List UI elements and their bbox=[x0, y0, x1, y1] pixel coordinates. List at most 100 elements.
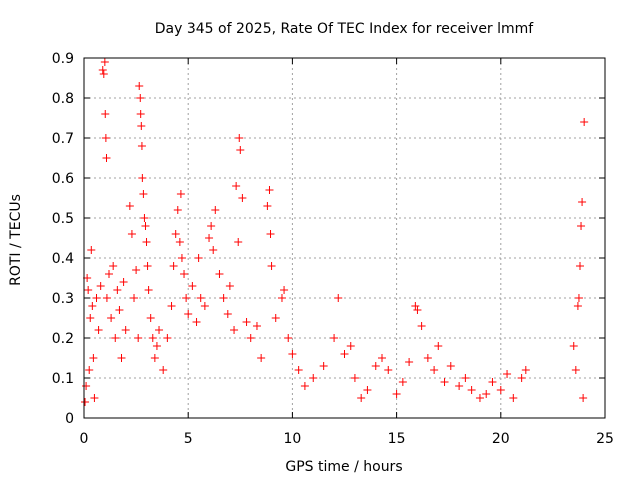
data-point bbox=[200, 302, 209, 310]
y-tick-label: 0.5 bbox=[52, 211, 74, 227]
data-point bbox=[98, 66, 107, 74]
data-point bbox=[211, 206, 220, 214]
data-point bbox=[284, 334, 293, 342]
data-point bbox=[188, 282, 197, 290]
data-point bbox=[125, 202, 134, 210]
data-point bbox=[100, 58, 109, 66]
y-tick-label: 0.2 bbox=[52, 331, 74, 347]
data-point bbox=[417, 322, 426, 330]
data-point bbox=[405, 358, 414, 366]
data-point bbox=[192, 318, 201, 326]
data-point bbox=[440, 378, 449, 386]
y-tick-label: 0.6 bbox=[52, 171, 74, 187]
data-point bbox=[207, 222, 216, 230]
data-point bbox=[137, 122, 146, 130]
data-point bbox=[309, 374, 318, 382]
data-point bbox=[215, 270, 224, 278]
y-tick-label: 0.3 bbox=[52, 291, 74, 307]
data-point bbox=[107, 314, 116, 322]
data-point bbox=[132, 266, 141, 274]
data-point bbox=[144, 286, 153, 294]
data-point bbox=[101, 110, 110, 118]
data-point bbox=[346, 342, 355, 350]
data-point bbox=[461, 374, 470, 382]
data-point bbox=[496, 386, 505, 394]
data-point bbox=[142, 238, 151, 246]
data-point bbox=[113, 286, 122, 294]
data-point bbox=[175, 238, 184, 246]
data-point bbox=[159, 366, 168, 374]
x-tick-label: 25 bbox=[596, 431, 614, 447]
x-tick-label: 20 bbox=[492, 431, 510, 447]
data-point bbox=[242, 318, 251, 326]
data-point bbox=[182, 294, 191, 302]
data-point bbox=[127, 230, 136, 238]
y-tick-label: 0.8 bbox=[52, 91, 74, 107]
data-point bbox=[84, 286, 93, 294]
data-point bbox=[363, 386, 372, 394]
data-point bbox=[371, 362, 380, 370]
data-point bbox=[378, 354, 387, 362]
data-point bbox=[109, 262, 118, 270]
data-point bbox=[271, 314, 280, 322]
data-point bbox=[265, 186, 274, 194]
chart-title: Day 345 of 2025, Rate Of TEC Index for r… bbox=[155, 21, 535, 37]
data-point bbox=[130, 294, 139, 302]
data-point bbox=[288, 350, 297, 358]
data-point bbox=[263, 202, 272, 210]
data-point bbox=[177, 254, 186, 262]
data-point bbox=[86, 314, 95, 322]
data-point bbox=[101, 134, 110, 142]
data-point bbox=[392, 390, 401, 398]
data-point bbox=[357, 394, 366, 402]
data-point bbox=[411, 302, 420, 310]
data-point bbox=[138, 174, 147, 182]
plot-frame bbox=[83, 57, 606, 419]
data-point bbox=[423, 354, 432, 362]
data-point bbox=[119, 278, 128, 286]
data-point bbox=[569, 342, 578, 350]
data-point bbox=[88, 302, 97, 310]
data-point bbox=[219, 294, 228, 302]
data-point bbox=[230, 326, 239, 334]
data-point bbox=[90, 394, 99, 402]
data-point bbox=[92, 294, 101, 302]
data-point bbox=[148, 334, 157, 342]
data-point bbox=[488, 378, 497, 386]
data-point bbox=[171, 230, 180, 238]
data-point bbox=[340, 350, 349, 358]
data-point bbox=[205, 234, 214, 242]
data-point bbox=[99, 70, 108, 78]
data-point bbox=[135, 82, 144, 90]
y-tick-label: 0.7 bbox=[52, 131, 74, 147]
data-point bbox=[152, 342, 161, 350]
data-point bbox=[521, 366, 530, 374]
data-point bbox=[134, 334, 143, 342]
data-point bbox=[115, 306, 124, 314]
data-point bbox=[85, 366, 94, 374]
tick-layer: 0 0.1 0.2 0.3 0.4 0.5 0.6 0.7 0.8 0.9 0 5 10 15 20 25 bbox=[52, 51, 614, 447]
data-point bbox=[167, 302, 176, 310]
data-point bbox=[482, 390, 491, 398]
data-point bbox=[81, 398, 90, 406]
data-point bbox=[94, 326, 103, 334]
data-point bbox=[136, 110, 145, 118]
data-point bbox=[573, 302, 582, 310]
data-point bbox=[96, 282, 105, 290]
x-tick-label: 0 bbox=[80, 431, 89, 447]
data-point bbox=[146, 314, 155, 322]
x-axis-label: GPS time / hours bbox=[285, 459, 402, 475]
data-point bbox=[579, 394, 588, 402]
data-point bbox=[209, 246, 218, 254]
x-tick-label: 10 bbox=[283, 431, 301, 447]
data-point bbox=[232, 182, 241, 190]
data-point bbox=[467, 386, 476, 394]
data-point bbox=[384, 366, 393, 374]
y-tick-label: 0 bbox=[65, 411, 74, 427]
data-point bbox=[196, 294, 205, 302]
data-point bbox=[578, 198, 587, 206]
y-tick-label: 0.1 bbox=[52, 371, 74, 387]
data-point bbox=[137, 142, 146, 150]
data-point bbox=[580, 118, 589, 126]
